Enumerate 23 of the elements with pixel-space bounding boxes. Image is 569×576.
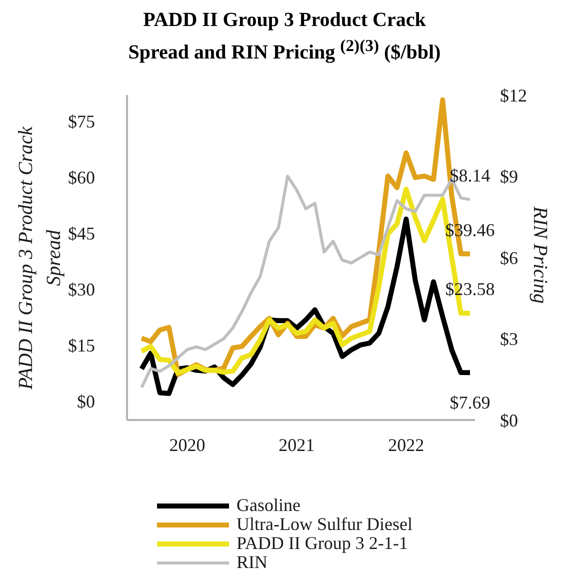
- chart-title: PADD II Group 3 Product Crack Spread and RIN Pricing $^{(2)(3)}$ ($/bbl): [127, 8, 442, 66]
- legend-label: PADD II Group 3 2-1-1: [236, 533, 408, 553]
- y-tick-label: $30: [68, 280, 95, 300]
- data-label: $8.14: [450, 166, 490, 186]
- legend-label: Ultra-Low Sulfur Diesel: [236, 514, 412, 534]
- y2-tick-label: $6: [500, 248, 518, 268]
- y2-tick-label: $0: [500, 410, 518, 430]
- y-axis-title: PADD II Group 3 Product Crack Spread: [14, 125, 66, 392]
- y2-tick-label: $3: [500, 329, 518, 350]
- y2-tick-label: $12: [500, 85, 527, 106]
- legend-label: Gasoline: [236, 495, 300, 515]
- y-tick-label: $15: [68, 336, 95, 356]
- y-tick-label: $60: [68, 168, 95, 188]
- x-tick-label: 2021: [278, 434, 315, 455]
- y-tick-label: $75: [68, 112, 95, 132]
- x-tick-label: 2022: [388, 434, 424, 455]
- y-tick-label: $45: [68, 224, 95, 244]
- x-tick-label: 2020: [169, 434, 206, 455]
- y2-tick-label: $9: [500, 166, 518, 187]
- y2-axis-title: RIN Pricing: [528, 206, 552, 304]
- data-label: $7.69: [450, 392, 490, 413]
- legend-label: RIN: [236, 552, 268, 572]
- y-tick-label: $0: [77, 392, 95, 412]
